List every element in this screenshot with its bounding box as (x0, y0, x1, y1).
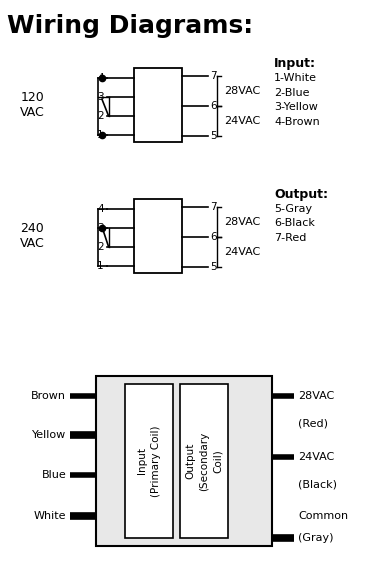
Text: 24VAC: 24VAC (224, 247, 260, 257)
Text: 28VAC: 28VAC (224, 217, 260, 226)
Text: 4: 4 (97, 73, 104, 83)
Text: 4: 4 (97, 204, 104, 214)
Text: 1: 1 (97, 261, 104, 271)
Text: 5: 5 (210, 131, 217, 141)
Text: 1-White: 1-White (274, 73, 317, 83)
Text: Common: Common (298, 510, 348, 521)
Text: Output:: Output: (274, 188, 328, 201)
Text: Output
(Secondary
Coil): Output (Secondary Coil) (185, 431, 223, 490)
Bar (125, 384, 173, 538)
Text: 6-Black: 6-Black (274, 218, 315, 229)
Text: 5-Gray: 5-Gray (274, 204, 312, 214)
Text: White: White (34, 510, 66, 521)
Text: Wiring Diagrams:: Wiring Diagrams: (7, 14, 254, 38)
Text: 28VAC: 28VAC (298, 391, 335, 401)
Text: 28VAC: 28VAC (224, 86, 260, 96)
Text: 7: 7 (210, 71, 217, 81)
Text: 24VAC: 24VAC (224, 116, 260, 126)
Text: Blue: Blue (42, 469, 66, 480)
Text: 5: 5 (210, 262, 217, 272)
Text: Brown: Brown (31, 391, 66, 401)
Text: Yellow: Yellow (32, 430, 66, 440)
Bar (134, 199, 182, 273)
Text: 2: 2 (97, 242, 104, 251)
Text: 2: 2 (97, 111, 104, 121)
Text: Input:: Input: (274, 57, 316, 70)
Text: 240
VAC: 240 VAC (20, 222, 45, 250)
Text: 4-Brown: 4-Brown (274, 117, 320, 127)
Text: 3: 3 (97, 222, 104, 233)
Text: 24VAC: 24VAC (298, 452, 335, 463)
Text: 3: 3 (97, 92, 104, 102)
Text: 120
VAC: 120 VAC (20, 91, 45, 119)
Bar (96, 376, 272, 546)
Bar (180, 384, 228, 538)
Text: (Red): (Red) (298, 418, 328, 428)
Text: 3-Yellow: 3-Yellow (274, 102, 318, 113)
Text: 1: 1 (97, 130, 104, 140)
Text: 7-Red: 7-Red (274, 233, 307, 244)
Text: (Black): (Black) (298, 480, 337, 490)
Bar (134, 68, 182, 142)
Text: 6: 6 (210, 101, 217, 111)
Text: Input
(Primary Coil): Input (Primary Coil) (137, 425, 161, 497)
Text: 6: 6 (210, 232, 217, 242)
Text: (Gray): (Gray) (298, 533, 333, 543)
Text: 2-Blue: 2-Blue (274, 88, 309, 98)
Text: 7: 7 (210, 201, 217, 212)
